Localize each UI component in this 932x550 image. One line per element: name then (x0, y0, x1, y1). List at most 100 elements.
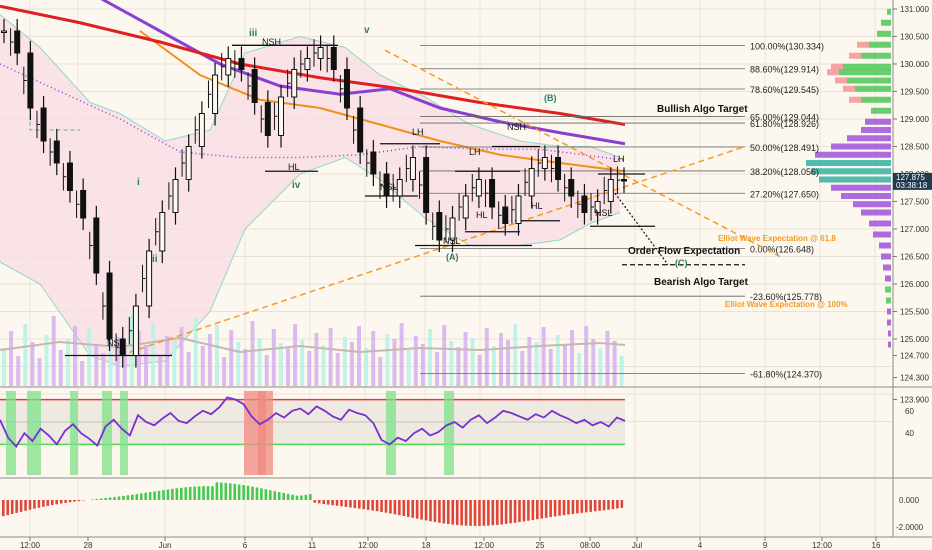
histogram-bar (202, 486, 205, 500)
histogram-bar (620, 500, 624, 508)
candle-body (80, 190, 87, 219)
histogram-bar (544, 500, 548, 518)
volume-bar (30, 342, 35, 386)
histogram-bar (589, 500, 592, 512)
fib-level-label: 38.20%(128.056) (750, 167, 819, 177)
elliott-100-label: Elliot Wave Expectation @ 100% (725, 300, 848, 309)
volume-bar (65, 339, 70, 386)
volume-bar (172, 341, 177, 386)
time-axis[interactable]: 12:00 28 Jun 6 11 12:00 18 12:00 25 08:00 Jul 4 9 12:… (20, 537, 881, 550)
volume-bar (527, 337, 532, 386)
histogram-bar (300, 495, 303, 500)
candle-body (66, 162, 73, 191)
profile-bar (873, 231, 891, 238)
histogram-bar (393, 500, 397, 515)
volume-bar (321, 345, 326, 386)
volume-bar (335, 353, 340, 386)
histogram-bar (353, 500, 357, 509)
histogram-bar (122, 495, 125, 500)
histogram-bar (562, 500, 566, 516)
histogram-bar (242, 485, 245, 500)
volume-bar (619, 356, 624, 386)
candle-body (40, 107, 47, 142)
volume-bar (179, 327, 184, 386)
oscillator-zone (258, 391, 273, 475)
wave-label: (A) (446, 252, 459, 262)
histogram-bar (184, 487, 188, 500)
histogram-bar (251, 486, 254, 500)
price-tick-label: 123.900 (900, 396, 929, 405)
histogram-bar (349, 500, 352, 508)
profile-bar (869, 41, 891, 48)
histogram-bar (433, 500, 437, 523)
histogram-bar (68, 500, 72, 503)
volume-bar (605, 331, 610, 386)
oscillator-zone (70, 391, 78, 475)
fib-level-label: 78.60%(129.545) (750, 85, 819, 95)
histogram-bar (487, 500, 490, 526)
candle-body (370, 151, 377, 175)
volume-bar (506, 340, 511, 386)
histogram-bar (553, 500, 557, 517)
profile-bar (839, 69, 891, 76)
volume-bar (23, 324, 28, 386)
volume-bar (456, 347, 461, 386)
histogram-bar (375, 500, 379, 512)
histogram-pane (2, 482, 624, 526)
candle-body (357, 107, 364, 153)
volume-bar (371, 331, 376, 386)
histogram-bar (531, 500, 535, 520)
moving-averages (0, 0, 626, 173)
histogram-bar (220, 482, 223, 500)
histogram-bar (455, 500, 459, 526)
volume-bar (349, 342, 354, 386)
wave-label: iv (292, 180, 301, 191)
volume-bar (413, 336, 418, 386)
structure-label: LH (613, 154, 625, 164)
histogram-bar (2, 500, 5, 517)
volume-bar (555, 335, 560, 386)
order-flow-path (614, 192, 669, 266)
histogram-bar (193, 486, 196, 500)
profile-bar (827, 69, 839, 76)
volume-bar (250, 321, 255, 386)
fib-level-label: 100.00%(130.334) (750, 42, 824, 52)
histogram-bar (380, 500, 383, 512)
histogram-bar (180, 487, 183, 500)
histogram-bar (95, 498, 99, 500)
time-tick-label: 12:00 (812, 541, 833, 550)
candle-body (317, 47, 324, 59)
histogram-bar (406, 500, 410, 517)
histogram-bar (282, 492, 285, 500)
volume-bar (300, 340, 305, 386)
volume-bar (207, 334, 212, 386)
histogram-bar (6, 500, 10, 516)
histogram-bar (91, 499, 94, 500)
volume-bar (357, 326, 361, 386)
candle-body (251, 69, 258, 103)
time-tick-label: 11 (308, 541, 317, 550)
histogram-bar (398, 500, 401, 516)
histogram-bar (264, 489, 268, 500)
volume-bar (577, 353, 582, 386)
histogram-bar (157, 490, 161, 500)
histogram-bar (59, 500, 63, 504)
histogram-bar (55, 500, 58, 505)
profile-bar (855, 85, 891, 92)
histogram-bar (611, 500, 615, 510)
histogram-bar (233, 483, 236, 500)
histogram-bar (500, 500, 503, 525)
profile-bar (815, 151, 891, 158)
histogram-bar (313, 500, 317, 503)
volume-bar (392, 339, 397, 386)
candle-body (462, 195, 469, 219)
volume-bar (399, 323, 404, 386)
price-tick-label: 127.500 (900, 198, 929, 207)
volume-bar (2, 348, 6, 386)
histogram-bar (567, 500, 570, 515)
histogram-bar (139, 493, 143, 500)
profile-bar (806, 160, 891, 166)
histogram-bar (447, 500, 450, 525)
candle-body (278, 96, 285, 136)
